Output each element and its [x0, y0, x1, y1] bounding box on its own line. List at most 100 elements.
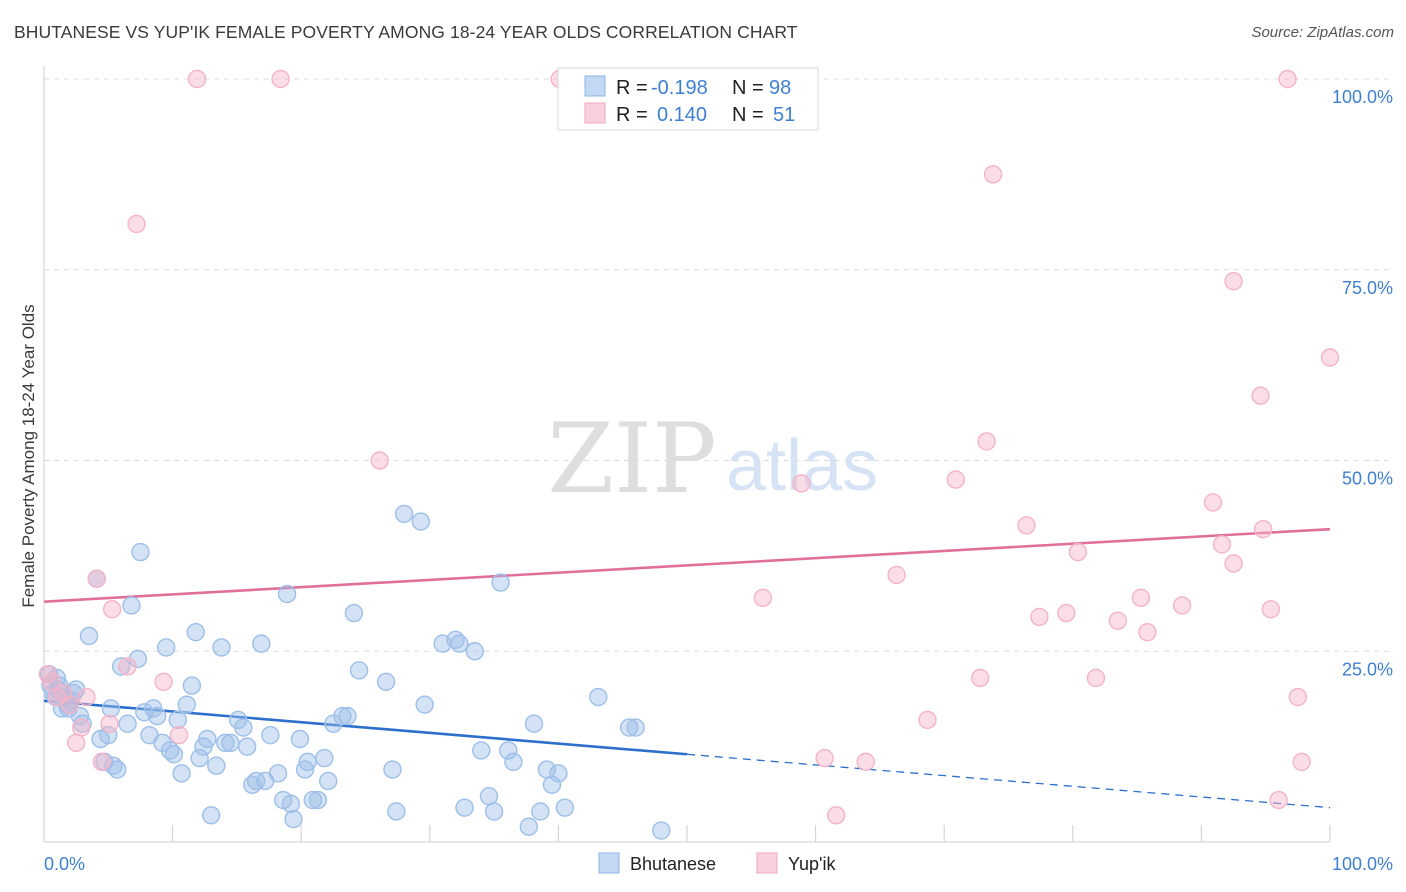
point-yupik — [887, 565, 906, 585]
point-yupik — [983, 165, 1003, 184]
x-tick-label-max: 100.0% — [1332, 854, 1393, 874]
point-yupik — [54, 684, 73, 703]
point-bhutanese — [156, 638, 176, 657]
point-yupik — [72, 718, 91, 737]
point-bhutanese — [261, 725, 280, 745]
point-yupik — [826, 806, 846, 825]
point-bhutanese — [153, 733, 172, 753]
point-bhutanese — [237, 737, 257, 756]
legend-r-label-yupik: R = — [616, 104, 648, 126]
point-yupik — [1269, 790, 1288, 810]
point-yupik — [1131, 588, 1151, 608]
point-yupik — [753, 588, 773, 608]
trend-line-yupik — [43, 527, 1331, 603]
point-yupik — [1224, 554, 1243, 573]
point-bhutanese — [277, 584, 297, 604]
point-yupik — [1030, 607, 1049, 627]
point-bhutanese — [182, 676, 202, 695]
watermark-atlas: atlas — [726, 426, 878, 506]
y-tick-label: 75.0% — [1342, 278, 1393, 298]
point-bhutanese — [164, 745, 184, 764]
series-legend: Bhutanese Yup'ik — [598, 852, 836, 874]
point-bhutanese — [626, 718, 645, 737]
point-yupik — [169, 725, 189, 745]
axis-labels: Female Poverty Among 18-24 Year Olds 0.0… — [19, 304, 1393, 874]
point-bhutanese — [542, 775, 562, 794]
point-bhutanese — [201, 806, 221, 825]
point-yupik — [1278, 69, 1297, 89]
point-bhutanese — [190, 748, 209, 768]
point-bhutanese — [338, 706, 357, 726]
point-bhutanese — [411, 512, 430, 531]
point-yupik — [1320, 348, 1340, 367]
legend-n-value-bhutanese: 98 — [769, 77, 791, 99]
point-yupik — [1108, 611, 1128, 630]
point-yupik — [100, 714, 119, 733]
legend-swatch-bhutanese — [584, 75, 606, 97]
stats-legend: R = -0.198 N = 98 R = 0.140 N = 51 — [557, 67, 819, 131]
legend-r-value-yupik: 0.140 — [657, 104, 707, 126]
point-bhutanese — [177, 695, 196, 714]
legend-n-label-yupik: N = — [732, 104, 764, 126]
point-bhutanese — [108, 760, 127, 779]
point-yupik — [856, 752, 875, 772]
point-bhutanese — [504, 752, 523, 772]
point-bhutanese — [652, 821, 671, 840]
point-bhutanese — [147, 706, 167, 726]
point-yupik — [1288, 687, 1308, 707]
point-bhutanese — [549, 764, 568, 783]
point-bhutanese — [479, 787, 499, 806]
bottom-legend-swatch-yupik — [756, 852, 778, 874]
point-yupik — [370, 451, 389, 470]
point-bhutanese — [394, 504, 414, 524]
point-bhutanese — [555, 798, 575, 817]
point-bhutanese — [252, 634, 271, 653]
point-yupik — [1203, 493, 1223, 512]
point-bhutanese — [308, 790, 328, 810]
point-bhutanese — [465, 642, 485, 661]
bottom-legend-label-bhutanese: Bhutanese — [630, 854, 716, 874]
point-bhutanese — [415, 695, 434, 714]
point-bhutanese — [131, 542, 150, 562]
legend-n-value-yupik: 51 — [773, 104, 795, 126]
point-bhutanese — [376, 672, 396, 691]
trend-extension-bhutanese — [686, 753, 1331, 809]
point-bhutanese — [333, 706, 352, 726]
bottom-legend-label-yupik: Yup'ik — [788, 854, 836, 874]
point-bhutanese — [198, 729, 217, 749]
y-axis-label: Female Poverty Among 18-24 Year Olds — [19, 304, 38, 607]
point-yupik — [971, 668, 990, 688]
point-bhutanese — [234, 718, 253, 737]
point-bhutanese — [79, 626, 99, 646]
legend-r-value-bhutanese: -0.198 — [651, 77, 708, 99]
point-bhutanese — [207, 756, 226, 775]
point-yupik — [815, 748, 834, 768]
point-yupik — [1017, 516, 1036, 535]
point-yupik — [187, 69, 207, 89]
point-bhutanese — [349, 661, 369, 680]
point-bhutanese — [186, 622, 205, 642]
point-bhutanese — [122, 596, 141, 615]
point-yupik — [1253, 519, 1273, 539]
legend-swatch-yupik — [584, 102, 606, 124]
point-bhutanese — [589, 687, 608, 707]
source-credit: Source: ZipAtlas.com — [1251, 24, 1394, 41]
point-yupik — [154, 672, 173, 691]
point-bhutanese — [281, 794, 301, 814]
point-yupik — [1224, 271, 1243, 291]
point-yupik — [77, 687, 96, 707]
point-bhutanese — [383, 760, 402, 779]
point-bhutanese — [216, 733, 235, 753]
point-yupik — [1086, 668, 1106, 688]
point-bhutanese — [303, 790, 322, 810]
point-bhutanese — [111, 657, 131, 676]
legend-r-label-bhutanese: R = — [616, 77, 648, 99]
point-bhutanese — [168, 710, 187, 730]
point-bhutanese — [531, 802, 550, 821]
point-yupik — [1068, 542, 1088, 562]
y-tick-label: 25.0% — [1342, 659, 1393, 679]
point-bhutanese — [315, 748, 334, 768]
point-bhutanese — [491, 573, 510, 592]
watermark-zip: ZIP — [547, 403, 716, 515]
